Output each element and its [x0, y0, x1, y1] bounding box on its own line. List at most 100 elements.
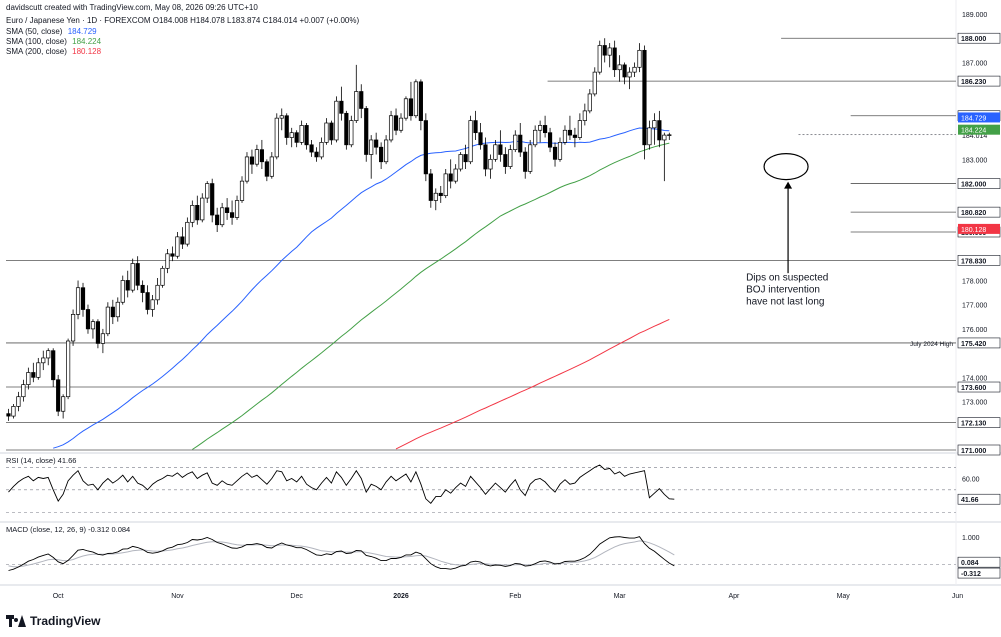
candle-body	[398, 117, 404, 131]
time-axis-label-2: Dec	[290, 593, 303, 600]
candle-body	[354, 91, 359, 121]
candle-body	[652, 120, 657, 129]
candle-body	[572, 134, 577, 138]
candle-body	[344, 112, 349, 146]
annotation-arrow-head	[784, 181, 793, 189]
annotation-line-2: have not last long	[746, 296, 824, 307]
candle-body	[498, 144, 503, 155]
price-axis-tick-5: 178.000	[962, 278, 987, 285]
candle-body	[473, 120, 478, 134]
rsi-line	[8, 464, 675, 504]
candle-body	[602, 45, 607, 56]
candle-body	[294, 132, 299, 143]
created-by-text: davidscutt created with TradingView.com,…	[6, 3, 258, 12]
candle-body	[31, 372, 36, 378]
price-axis-tick-6: 177.000	[962, 303, 987, 310]
candle-body	[478, 132, 483, 146]
candle-body	[90, 321, 96, 330]
tradingview-logo-text: TradingView	[30, 614, 101, 628]
candle-body	[463, 154, 468, 163]
sma100-value: 184.224	[72, 37, 102, 46]
candle-body	[597, 45, 602, 73]
candle-body	[314, 151, 319, 158]
candle-body	[95, 321, 101, 344]
candle-body	[622, 64, 627, 78]
level-label-4: 180.820	[961, 210, 986, 217]
tradingview-logo-icon	[6, 615, 26, 627]
candle-body	[75, 287, 81, 315]
time-axis-label-6: Apr	[728, 593, 740, 600]
candle-body	[528, 144, 533, 172]
level-badge-4	[957, 206, 1001, 218]
level-badge-8	[957, 381, 1001, 393]
candle-body	[448, 173, 453, 182]
candle-body	[220, 207, 225, 226]
candle-body	[61, 396, 66, 412]
candle-body	[264, 161, 269, 177]
macd-signal-value: 0.084	[961, 560, 979, 567]
candle-body	[150, 299, 155, 310]
candle-body	[80, 287, 86, 310]
candle-body	[21, 384, 26, 398]
candle-body	[190, 205, 195, 223]
sma200-legend[interactable]: SMA (200, close) 180.128	[6, 47, 101, 56]
candle-body	[552, 146, 558, 160]
time-axis-label-4: Feb	[509, 593, 521, 600]
candle-body	[175, 236, 180, 257]
last-price-label: 184.014	[962, 133, 987, 140]
candle-body	[647, 127, 652, 146]
candle-body	[205, 183, 210, 199]
annotation-ellipse	[763, 153, 809, 181]
price-axis-tick-1: 187.000	[962, 60, 987, 67]
candle-body	[46, 350, 51, 359]
candle-body	[627, 71, 632, 78]
candle-body	[349, 120, 354, 146]
candle-body	[334, 100, 339, 141]
candle-body	[100, 333, 105, 344]
candle-body	[483, 144, 488, 170]
level-label-6: 178.830	[961, 258, 986, 265]
candle-body	[26, 372, 31, 385]
macd-value-label: -0.312	[961, 571, 981, 578]
candle-body	[289, 132, 294, 138]
candle-body	[269, 156, 274, 177]
sma-badge-label-0: 184.729	[961, 115, 986, 122]
candle-body	[6, 413, 11, 417]
candle-body	[637, 49, 642, 68]
candle-body	[215, 214, 220, 226]
sma50-legend[interactable]: SMA (50, close) 184.729	[6, 27, 97, 36]
candle-body	[229, 212, 235, 218]
macd-title: MACD (close, 12, 26, 9) -0.312 0.084	[6, 525, 130, 534]
level-label-0: 188.000	[961, 36, 986, 43]
macd-signal-badge	[957, 556, 1001, 568]
candle-body	[200, 197, 205, 221]
price-axis-tick-3: 183.000	[962, 157, 987, 164]
candle-body	[513, 134, 518, 150]
tradingview-logo[interactable]: TradingView	[6, 614, 100, 628]
candle-body	[36, 362, 41, 378]
sma200-value: 180.128	[72, 47, 102, 56]
candle-body	[319, 142, 324, 158]
candle-body	[443, 173, 448, 197]
macd-line	[8, 536, 675, 571]
level-label-8: 173.600	[961, 385, 986, 392]
candle-body	[388, 115, 394, 141]
candle-body	[125, 280, 130, 291]
candle-body	[155, 284, 160, 301]
candle-body	[438, 192, 443, 197]
candle-body	[259, 149, 264, 163]
candle-body	[468, 120, 473, 163]
candle-body	[364, 108, 369, 155]
sma100-legend[interactable]: SMA (100, close) 184.224	[6, 37, 101, 46]
candle-body	[185, 221, 190, 245]
sma100-label: SMA (100, close)	[6, 37, 67, 46]
candle-body	[562, 129, 568, 143]
candle-body	[369, 139, 374, 155]
candle-body	[51, 350, 56, 381]
candle-body	[244, 156, 250, 182]
candle-body	[488, 158, 493, 170]
candle-body	[130, 263, 135, 291]
level-badge-9	[957, 417, 1001, 428]
candle-body	[632, 66, 637, 73]
